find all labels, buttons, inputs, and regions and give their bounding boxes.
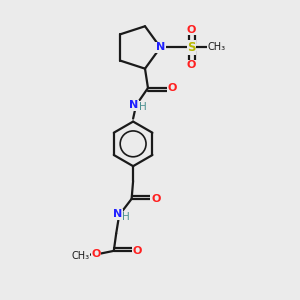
Text: S: S <box>188 41 196 54</box>
Text: H: H <box>139 102 146 112</box>
Text: N: N <box>129 100 139 110</box>
Text: O: O <box>187 25 196 34</box>
Text: N: N <box>113 209 122 219</box>
Text: CH₃: CH₃ <box>71 251 90 261</box>
Text: O: O <box>151 194 160 204</box>
Text: N: N <box>156 43 165 52</box>
Text: O: O <box>132 246 142 256</box>
Text: H: H <box>122 212 130 222</box>
Text: O: O <box>91 249 101 260</box>
Text: O: O <box>167 83 177 93</box>
Text: CH₃: CH₃ <box>208 43 226 52</box>
Text: O: O <box>187 60 196 70</box>
